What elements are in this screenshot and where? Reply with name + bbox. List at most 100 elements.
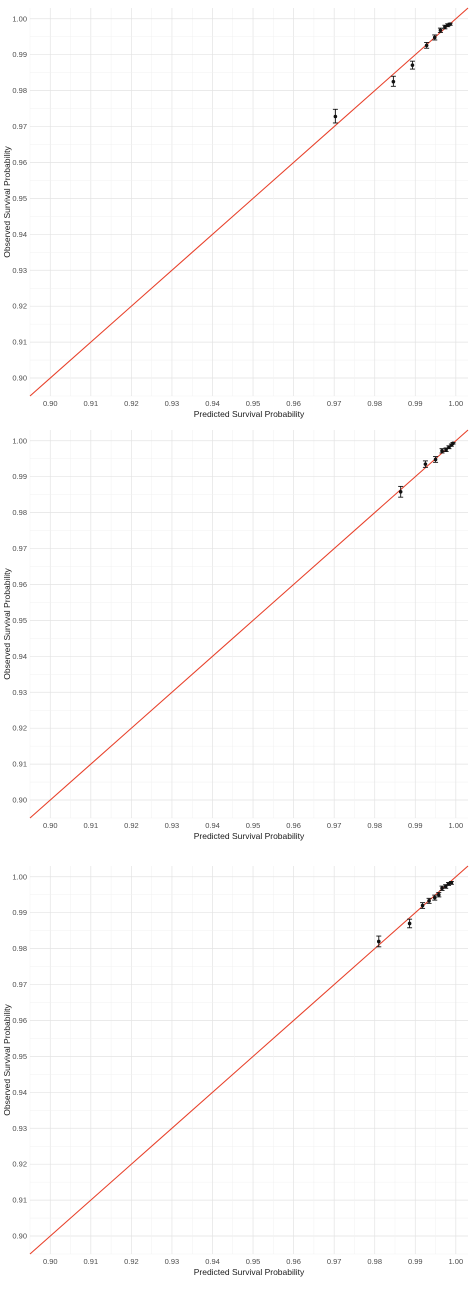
y-tick-label: 0.90 bbox=[12, 374, 27, 383]
calibration-plot-3: 0.90 0.91 0.92 0.93 0.94 0.95 0.96 0.97 0.98 0.99… bbox=[0, 858, 474, 1278]
point-marker bbox=[443, 25, 447, 29]
point-marker bbox=[376, 939, 381, 944]
y-tick-label: 1.00 bbox=[12, 14, 27, 23]
data-point bbox=[447, 22, 453, 26]
x-tick-label: 0.93 bbox=[165, 399, 180, 408]
point-marker bbox=[410, 63, 415, 67]
data-point bbox=[448, 880, 454, 885]
x-tick-label: 0.99 bbox=[408, 399, 423, 408]
point-marker bbox=[333, 114, 338, 119]
point-marker bbox=[446, 882, 451, 886]
y-tick-label: 0.93 bbox=[12, 266, 27, 275]
data-point bbox=[450, 441, 456, 446]
data-point bbox=[439, 885, 445, 891]
y-tick-label: 0.95 bbox=[12, 616, 27, 625]
data-point bbox=[398, 485, 404, 498]
x-tick-label: 0.95 bbox=[246, 1257, 261, 1266]
y-tick-label: 0.92 bbox=[12, 302, 27, 311]
y-tick-label: 0.95 bbox=[12, 194, 27, 203]
y-tick-label: 0.90 bbox=[12, 1232, 27, 1241]
y-tick-label: 0.97 bbox=[12, 544, 27, 553]
data-point bbox=[376, 935, 382, 948]
data-point bbox=[436, 892, 442, 898]
point-marker bbox=[451, 441, 455, 446]
x-tick-label: 0.97 bbox=[327, 1257, 342, 1266]
reference-line bbox=[29, 429, 469, 819]
data-point bbox=[437, 27, 443, 33]
x-tick-label: 0.93 bbox=[165, 821, 180, 830]
y-tick-label: 0.98 bbox=[12, 944, 27, 953]
x-tick-label: 1.00 bbox=[449, 399, 464, 408]
x-tick-label: 0.92 bbox=[124, 399, 139, 408]
data-point bbox=[420, 902, 426, 909]
point-marker bbox=[424, 43, 429, 48]
calibration-plot-2-svg: 0.90 0.91 0.92 0.93 0.94 0.95 0.96 0.97 0.98 0.99… bbox=[2, 429, 469, 841]
y-tick-label: 0.90 bbox=[12, 796, 27, 805]
point-marker bbox=[437, 892, 441, 897]
data-point bbox=[432, 894, 438, 901]
x-tick-label: 0.98 bbox=[367, 1257, 382, 1266]
point-marker bbox=[427, 899, 431, 903]
data-point bbox=[407, 918, 413, 929]
calibration-plot-2: 0.90 0.91 0.92 0.93 0.94 0.95 0.96 0.97 0.98 0.99… bbox=[0, 422, 474, 842]
y-tick-label: 0.92 bbox=[12, 1160, 27, 1169]
calibration-plot-1: 0.90 0.91 0.92 0.93 0.94 0.95 0.96 0.97 0.98 0.99… bbox=[0, 0, 474, 420]
x-tick-label: 0.90 bbox=[43, 821, 58, 830]
y-tick-label: 0.99 bbox=[12, 472, 27, 481]
point-marker bbox=[423, 462, 428, 466]
x-tick-label: 0.92 bbox=[124, 1257, 139, 1266]
grid bbox=[29, 866, 468, 1255]
y-tick-label: 0.91 bbox=[12, 338, 27, 347]
x-tick-label: 0.92 bbox=[124, 821, 139, 830]
y-tick-label: 0.96 bbox=[12, 158, 27, 167]
x-tick-label: 1.00 bbox=[449, 821, 464, 830]
x-tick-label: 0.99 bbox=[408, 821, 423, 830]
x-axis-title: Predicted Survival Probability bbox=[194, 409, 305, 419]
data-point bbox=[439, 448, 445, 454]
y-tick-label: 0.94 bbox=[12, 652, 27, 661]
x-tick-label: 0.90 bbox=[43, 1257, 58, 1266]
data-point bbox=[422, 460, 428, 468]
x-tick-label: 0.98 bbox=[367, 821, 382, 830]
y-tick-label: 1.00 bbox=[12, 436, 27, 445]
data-point bbox=[332, 108, 338, 124]
point-marker bbox=[440, 449, 444, 453]
point-marker bbox=[407, 921, 412, 926]
y-tick-label: 0.91 bbox=[12, 1196, 27, 1205]
data-point bbox=[424, 42, 430, 49]
data-point bbox=[390, 75, 396, 87]
x-tick-label: 0.98 bbox=[367, 399, 382, 408]
x-tick-label: 0.91 bbox=[84, 821, 99, 830]
x-tick-label: 0.94 bbox=[205, 399, 220, 408]
y-tick-label: 0.93 bbox=[12, 1124, 27, 1133]
point-marker bbox=[440, 886, 444, 891]
x-tick-label: 0.99 bbox=[408, 1257, 423, 1266]
point-marker bbox=[398, 489, 403, 494]
point-marker bbox=[391, 79, 396, 84]
x-axis-title: Predicted Survival Probability bbox=[194, 1267, 305, 1277]
y-axis-title: Observed Survival Probability bbox=[2, 146, 12, 258]
x-tick-label: 0.95 bbox=[246, 821, 261, 830]
x-tick-label: 0.96 bbox=[286, 399, 301, 408]
x-tick-label: 0.94 bbox=[205, 1257, 220, 1266]
y-tick-label: 0.98 bbox=[12, 86, 27, 95]
y-axis-title: Observed Survival Probability bbox=[2, 1004, 12, 1116]
data-point bbox=[433, 456, 439, 463]
y-axis-title: Observed Survival Probability bbox=[2, 568, 12, 680]
data-point bbox=[409, 60, 415, 70]
x-tick-label: 0.90 bbox=[43, 399, 58, 408]
y-tick-label: 1.00 bbox=[12, 872, 27, 881]
calibration-plot-1-svg: 0.90 0.91 0.92 0.93 0.94 0.95 0.96 0.97 0.98 0.99… bbox=[2, 7, 469, 419]
reference-line bbox=[29, 7, 469, 397]
data-point bbox=[446, 882, 452, 886]
y-tick-label: 0.99 bbox=[12, 50, 27, 59]
x-tick-label: 0.93 bbox=[165, 1257, 180, 1266]
x-tick-label: 0.94 bbox=[205, 821, 220, 830]
y-tick-label: 0.98 bbox=[12, 508, 27, 517]
reference-line bbox=[29, 865, 469, 1255]
point-marker bbox=[449, 881, 454, 885]
x-tick-label: 0.95 bbox=[246, 399, 261, 408]
point-marker bbox=[420, 903, 425, 908]
y-tick-label: 0.96 bbox=[12, 580, 27, 589]
y-tick-label: 0.96 bbox=[12, 1016, 27, 1025]
